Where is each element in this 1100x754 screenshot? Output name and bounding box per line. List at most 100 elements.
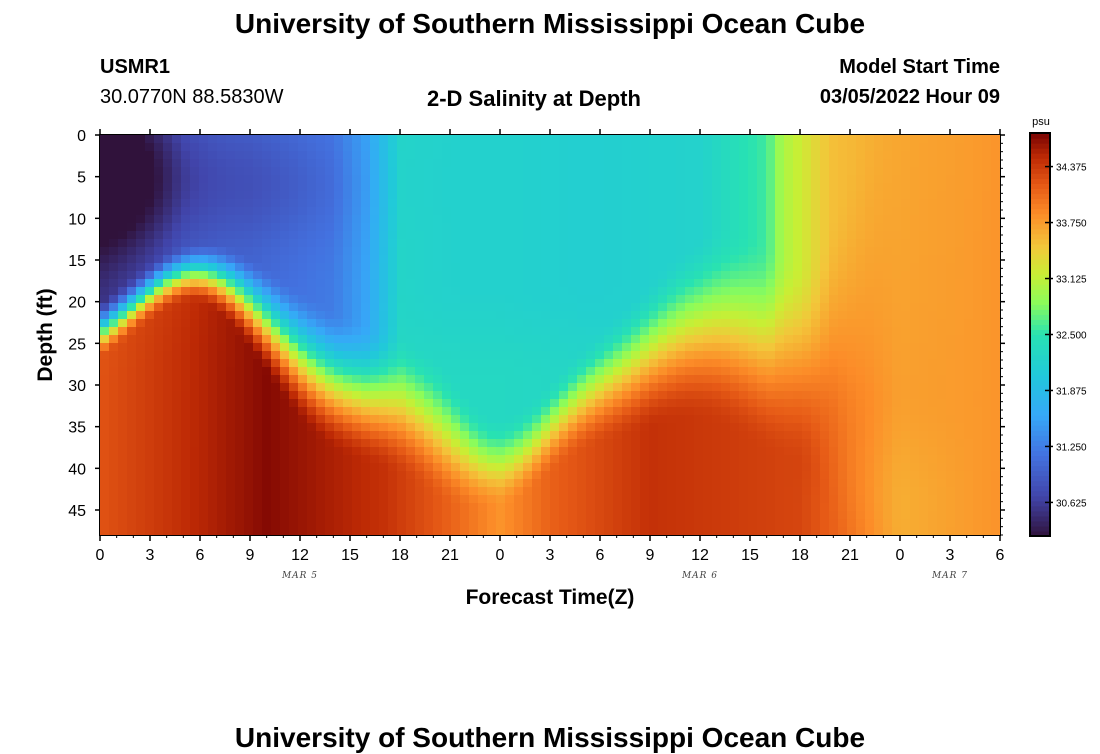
heatmap-cell xyxy=(874,143,884,152)
heatmap-cell xyxy=(847,479,857,488)
heatmap-cell xyxy=(856,223,866,232)
heatmap-cell xyxy=(208,439,218,448)
heatmap-cell xyxy=(946,175,956,184)
heatmap-cell xyxy=(595,383,605,392)
heatmap-cell xyxy=(658,159,668,168)
heatmap-cell xyxy=(946,495,956,504)
heatmap-cell xyxy=(748,359,758,368)
heatmap-cell xyxy=(703,391,713,400)
heatmap-cell xyxy=(478,463,488,472)
heatmap-cell xyxy=(811,255,821,264)
heatmap-cell xyxy=(325,455,335,464)
heatmap-cell xyxy=(172,511,182,520)
heatmap-cell xyxy=(469,375,479,384)
heatmap-cell xyxy=(775,311,785,320)
heatmap-cell xyxy=(127,151,137,160)
heatmap-cell xyxy=(667,471,677,480)
heatmap-cell xyxy=(154,511,164,520)
heatmap-cell xyxy=(766,407,776,416)
heatmap-cell xyxy=(730,399,740,408)
heatmap-cell xyxy=(847,207,857,216)
heatmap-cell xyxy=(937,463,947,472)
heatmap-cell xyxy=(217,207,227,216)
heatmap-cell xyxy=(460,287,470,296)
heatmap-cell xyxy=(595,151,605,160)
heatmap-cell xyxy=(307,423,317,432)
heatmap-cell xyxy=(460,431,470,440)
heatmap-cell xyxy=(892,303,902,312)
heatmap-cell xyxy=(145,199,155,208)
heatmap-cell xyxy=(721,143,731,152)
heatmap-cell xyxy=(793,519,803,528)
heatmap-cell xyxy=(433,207,443,216)
heatmap-cell xyxy=(100,143,110,152)
heatmap-cell xyxy=(532,447,542,456)
heatmap-cell xyxy=(523,263,533,272)
heatmap-cell xyxy=(244,143,254,152)
heatmap-cell xyxy=(595,415,605,424)
heatmap-cell xyxy=(649,327,659,336)
heatmap-cell xyxy=(721,135,731,144)
heatmap-cell xyxy=(622,367,632,376)
heatmap-cell xyxy=(154,503,164,512)
heatmap-cell xyxy=(424,383,434,392)
heatmap-cell xyxy=(631,527,641,536)
heatmap-cell xyxy=(208,135,218,144)
heatmap-cell xyxy=(154,495,164,504)
heatmap-cell xyxy=(181,263,191,272)
heatmap-cell xyxy=(154,151,164,160)
heatmap-cell xyxy=(622,431,632,440)
heatmap-cell xyxy=(523,335,533,344)
heatmap-cell xyxy=(613,447,623,456)
heatmap-cell xyxy=(721,431,731,440)
heatmap-cell xyxy=(325,135,335,144)
heatmap-cell xyxy=(316,167,326,176)
heatmap-cell xyxy=(190,527,200,536)
heatmap-cell xyxy=(469,143,479,152)
heatmap-cell xyxy=(739,439,749,448)
heatmap-cell xyxy=(874,439,884,448)
heatmap-cell xyxy=(658,239,668,248)
heatmap-cell xyxy=(199,207,209,216)
heatmap-cell xyxy=(118,135,128,144)
heatmap-cell xyxy=(343,495,353,504)
heatmap-cell xyxy=(739,455,749,464)
heatmap-cell xyxy=(892,135,902,144)
heatmap-cell xyxy=(424,455,434,464)
heatmap-cell xyxy=(559,343,569,352)
heatmap-cell xyxy=(532,399,542,408)
heatmap-cell xyxy=(163,343,173,352)
heatmap-cell xyxy=(883,319,893,328)
heatmap-cell xyxy=(289,503,299,512)
heatmap-cell xyxy=(550,391,560,400)
heatmap-cell xyxy=(532,271,542,280)
heatmap-cell xyxy=(298,383,308,392)
heatmap-cell xyxy=(109,167,119,176)
heatmap-cell xyxy=(748,335,758,344)
heatmap-cell xyxy=(829,207,839,216)
heatmap-cell xyxy=(964,279,974,288)
heatmap-cell xyxy=(730,479,740,488)
heatmap-cell xyxy=(109,303,119,312)
heatmap-cell xyxy=(388,231,398,240)
heatmap-cell xyxy=(550,223,560,232)
heatmap-cell xyxy=(190,311,200,320)
heatmap-cell xyxy=(523,231,533,240)
heatmap-cell xyxy=(793,463,803,472)
heatmap-cell xyxy=(604,231,614,240)
heatmap-cell xyxy=(694,431,704,440)
heatmap-cell xyxy=(541,199,551,208)
heatmap-cell xyxy=(163,199,173,208)
heatmap-cell xyxy=(532,151,542,160)
heatmap-cell xyxy=(847,247,857,256)
heatmap-cell xyxy=(217,479,227,488)
heatmap-cell xyxy=(694,191,704,200)
heatmap-cell xyxy=(856,511,866,520)
heatmap-cell xyxy=(505,463,515,472)
heatmap-cell xyxy=(937,215,947,224)
heatmap-cell xyxy=(154,343,164,352)
heatmap-cell xyxy=(172,175,182,184)
heatmap-cell xyxy=(883,439,893,448)
heatmap-cell xyxy=(865,399,875,408)
heatmap-cell xyxy=(415,135,425,144)
